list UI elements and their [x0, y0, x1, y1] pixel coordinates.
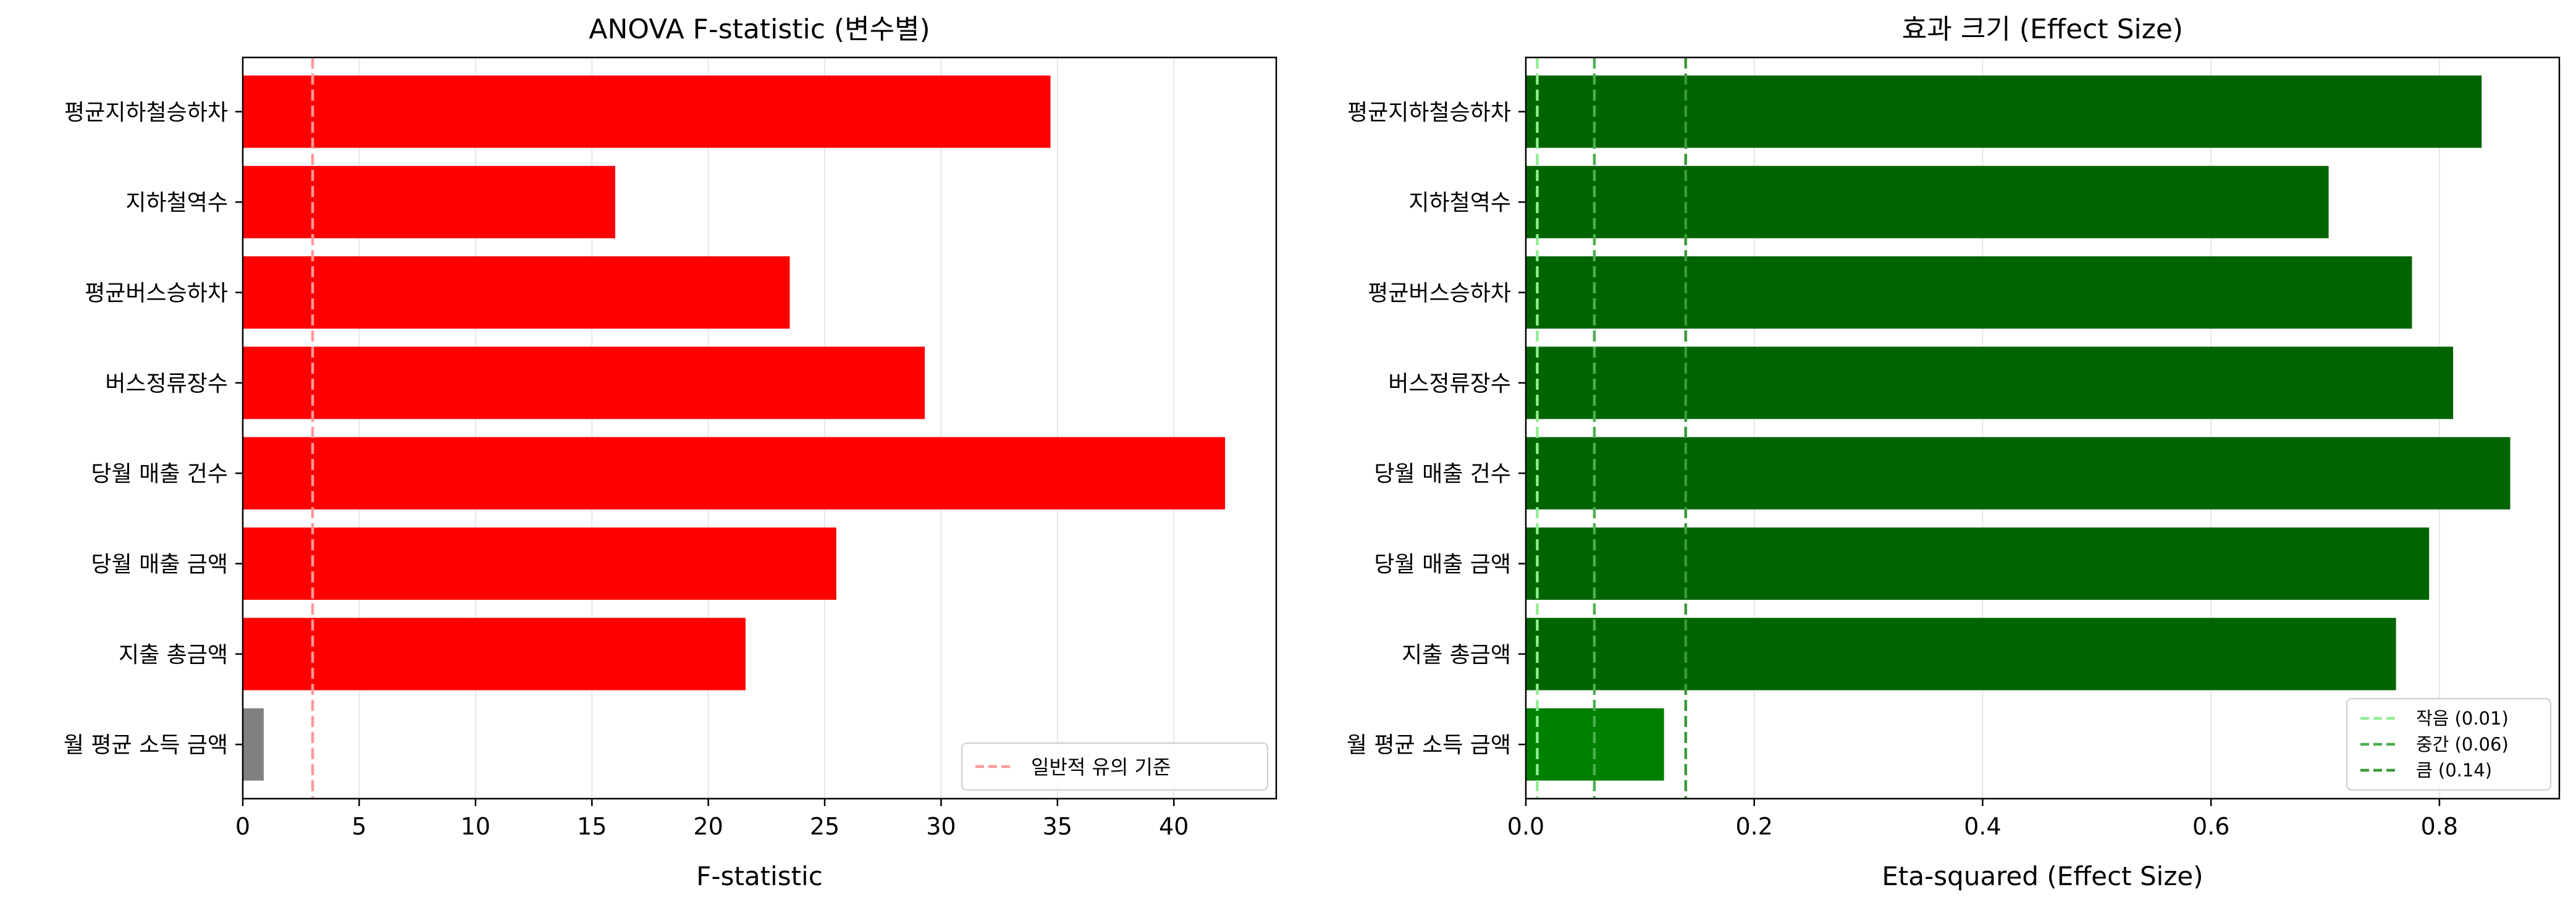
category-label: 당월 매출 건수: [1374, 461, 1511, 487]
legend-label: 작음 (0.01): [2416, 708, 2509, 729]
bar: [1526, 75, 2482, 148]
x-axis-ticks: 0.0 0.2 0.4 0.6 0.8: [1507, 799, 2458, 840]
x-tick-label: 0.2: [1736, 813, 1773, 840]
x-tick-label: 5: [351, 813, 366, 840]
bar: [243, 527, 836, 600]
category-label: 월 평균 소득 금액: [64, 733, 228, 758]
effect-size-chart: 효과 크기 (Effect Size) 0.0 0.2 0.4 0.6 0.8 평균지하…: [1347, 14, 2561, 891]
x-tick-label: 35: [1043, 813, 1072, 840]
legend-box: [2346, 698, 2551, 791]
bar: [1526, 527, 2430, 600]
bar: [1526, 166, 2329, 238]
x-tick-label: 15: [577, 813, 607, 840]
chart-title: 효과 크기 (Effect Size): [1902, 14, 2183, 45]
category-label: 버스정류장수: [105, 371, 228, 397]
x-tick-label: 10: [461, 813, 490, 840]
category-label: 평균버스승하차: [85, 280, 228, 306]
bar: [243, 618, 746, 691]
category-label: 당월 매출 금액: [1374, 552, 1511, 578]
legend-box: [961, 742, 1268, 791]
category-label: 당월 매출 건수: [91, 461, 228, 487]
x-tick-label: 40: [1159, 813, 1189, 840]
reference-lines: [1536, 57, 1688, 799]
bar: [1526, 618, 2396, 691]
bar: [1526, 347, 2454, 419]
bar: [243, 166, 615, 238]
f-statistic-chart: ANOVA F-statistic (변수별) 0 5 10 15 20 25 30 35 40…: [64, 14, 1277, 891]
category-label: 지출 총금액: [1402, 642, 1511, 668]
legend: 작음 (0.01) 중간 (0.06) 큼 (0.14): [2346, 698, 2551, 791]
category-label: 지하철역수: [125, 190, 228, 216]
plot-frame: [1525, 56, 2561, 800]
bar: [243, 437, 1226, 510]
bar: [243, 256, 790, 329]
x-tick-label: 0.0: [1507, 813, 1544, 840]
x-axis-label: F-statistic: [696, 861, 823, 891]
category-label: 월 평균 소득 금액: [1347, 733, 1511, 758]
x-axis-ticks: 0 5 10 15 20 25 30 35 40: [235, 799, 1189, 840]
x-tick-label: 30: [926, 813, 956, 840]
bar: [1526, 256, 2412, 329]
chart-title: ANOVA F-statistic (변수별): [589, 14, 930, 45]
bar: [243, 347, 925, 419]
category-label: 평균지하철승하차: [64, 100, 228, 125]
category-label: 평균버스승하차: [1368, 280, 1511, 306]
category-label: 지하철역수: [1408, 190, 1511, 216]
category-label: 버스정류장수: [1388, 371, 1511, 397]
plot-frame: [242, 56, 1277, 800]
category-label: 평균지하철승하차: [1347, 100, 1511, 125]
legend-label: 중간 (0.06): [2416, 734, 2509, 755]
x-tick-label: 20: [693, 813, 723, 840]
bar: [1526, 437, 2511, 510]
x-axis-label: Eta-squared (Effect Size): [1882, 861, 2203, 891]
x-tick-label: 25: [810, 813, 840, 840]
legend-label: 큼 (0.14): [2416, 760, 2492, 781]
bar: [243, 75, 1051, 148]
bar: [243, 708, 264, 781]
category-label: 당월 매출 금액: [91, 552, 228, 578]
legend: 일반적 유의 기준: [961, 742, 1268, 791]
bars: [243, 75, 1226, 781]
bars: [1526, 75, 2511, 781]
x-tick-label: 0: [235, 813, 250, 840]
legend-label: 일반적 유의 기준: [1031, 755, 1171, 779]
category-label: 지출 총금액: [119, 642, 228, 668]
x-tick-label: 0.4: [1964, 813, 2001, 840]
x-tick-label: 0.6: [2192, 813, 2229, 840]
x-tick-label: 0.8: [2421, 813, 2458, 840]
